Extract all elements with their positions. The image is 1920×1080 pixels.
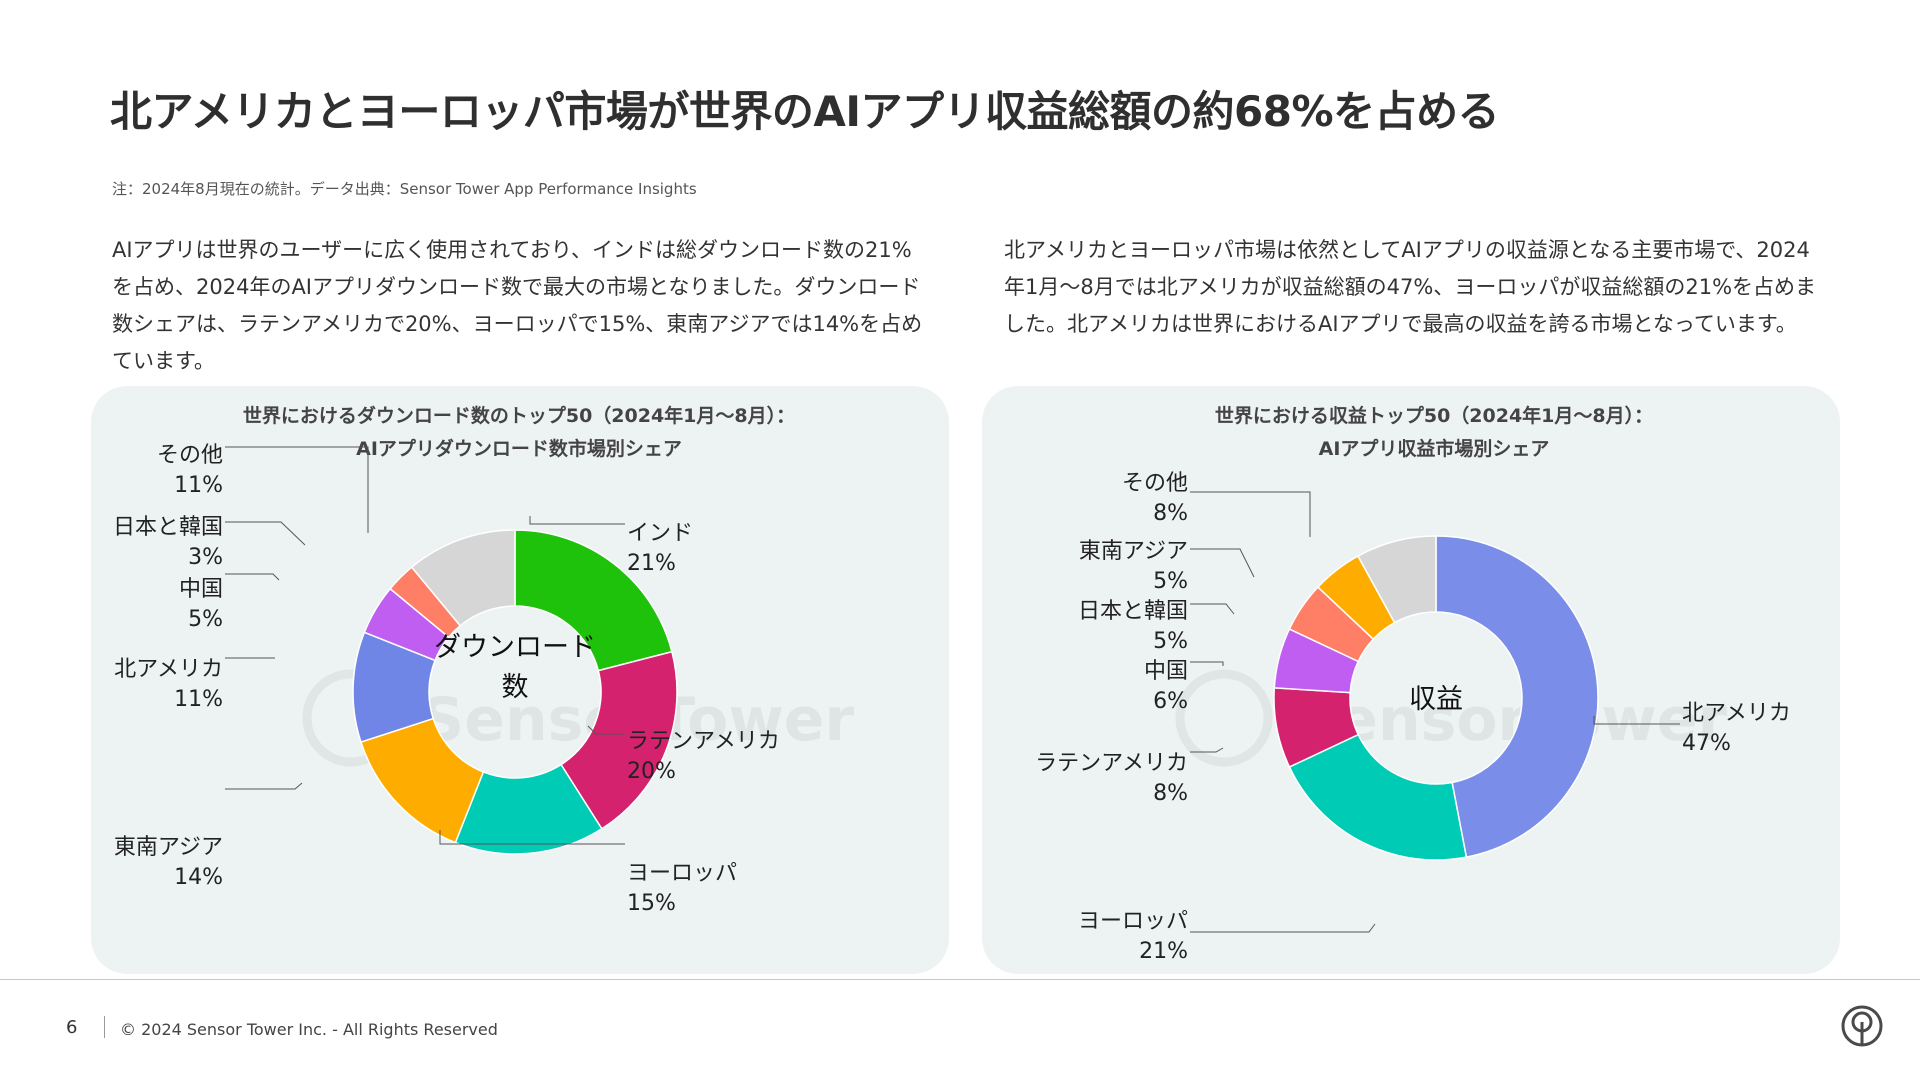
chart-title-line-1: 世界におけるダウンロード数のトップ50（2024年1月〜8月）： — [243, 404, 795, 427]
chart-title-line-2: AIアプリダウンロード数市場別シェア — [356, 437, 682, 460]
leader-line — [1593, 716, 1680, 725]
slice-label-name: ラテンアメリカ — [627, 729, 780, 754]
slice-label-name: 日本と韓国 — [113, 515, 223, 540]
slice-label-name: その他 — [1122, 471, 1188, 496]
slice-label-value: 15% — [627, 891, 676, 916]
slice-label-value: 3% — [188, 545, 223, 570]
donut-center-label: 収益 — [1409, 684, 1463, 715]
leader-line — [529, 516, 625, 525]
leader-line — [225, 521, 306, 546]
slice-label-value: 20% — [627, 759, 676, 784]
donut-slice-1 — [560, 650, 678, 830]
slice-label-name: 中国 — [1144, 659, 1188, 684]
slice-label-value: 11% — [174, 687, 223, 712]
slice-label-name: 中国 — [179, 577, 223, 602]
downloads-chart-panel: SensorTower 世界におけるダウンロード数のトップ50（2024年1月〜… — [91, 386, 949, 974]
slice-label-name: 日本と韓国 — [1078, 599, 1188, 624]
leader-line — [225, 446, 369, 533]
revenue-description: 北アメリカとヨーロッパ市場は依然としてAIアプリの収益源となる主要市場で、202… — [1004, 238, 1817, 336]
leader-line — [225, 782, 303, 790]
donut-slice-6 — [1356, 535, 1437, 624]
slice-label-value: 5% — [1153, 629, 1188, 654]
donut-slice-0 — [1435, 535, 1599, 859]
leader-line — [225, 573, 280, 581]
slice-label-name: 東南アジア — [114, 835, 223, 860]
leader-line — [1190, 747, 1224, 753]
downloads-donut-chart: SensorTower 世界におけるダウンロード数のトップ50（2024年1月〜… — [113, 404, 854, 916]
donut-slice-7 — [410, 529, 516, 627]
leader-line — [1190, 548, 1255, 578]
slice-label-name: その他 — [157, 443, 223, 468]
leader-line — [1190, 923, 1376, 933]
slice-label-name: 北アメリカ — [1682, 701, 1791, 726]
copyright: © 2024 Sensor Tower Inc. - All Rights Re… — [120, 1020, 498, 1039]
chart-title-line-2: AIアプリ収益市場別シェア — [1319, 437, 1550, 460]
watermark-logo-icon — [1175, 669, 1273, 767]
slice-label-name: ラテンアメリカ — [1035, 751, 1188, 776]
slice-label-value: 47% — [1682, 731, 1731, 756]
downloads-description: AIアプリは世界のユーザーに広く使用されており、インドは総ダウンロード数の21%… — [112, 238, 923, 373]
slice-label-name: ヨーロッパ — [627, 861, 737, 886]
leader-line — [439, 830, 625, 845]
leader-line — [1190, 661, 1224, 666]
slice-label-value: 21% — [1139, 939, 1188, 964]
slice-label-name: ヨーロッパ — [1078, 909, 1188, 934]
slice-label-value: 8% — [1153, 501, 1188, 526]
donut-center-label: ダウンロード — [434, 632, 596, 663]
slice-label-name: 北アメリカ — [114, 657, 223, 682]
revenue-chart-panel: SensorTower 世界における収益トップ50（2024年1月〜8月）： AI… — [982, 386, 1840, 974]
slice-label-value: 21% — [627, 551, 676, 576]
donut-center-label: 数 — [502, 672, 529, 703]
footer-separator — [104, 1016, 105, 1038]
page-number: 6 — [66, 1017, 78, 1038]
revenue-donut-chart: SensorTower 世界における収益トップ50（2024年1月〜8月）：AI… — [1035, 404, 1791, 964]
slice-label-name: 東南アジア — [1079, 539, 1188, 564]
chart-title-line-1: 世界における収益トップ50（2024年1月〜8月）： — [1215, 404, 1653, 427]
donut-slice-1 — [1288, 733, 1468, 861]
slice-label-value: 5% — [188, 607, 223, 632]
slice-label-value: 8% — [1153, 781, 1188, 806]
slice-label-value: 14% — [174, 865, 223, 890]
data-source-note: 注：2024年8月現在の統計。データ出典：Sensor Tower App Pe… — [112, 180, 697, 198]
donut-slice-0 — [514, 529, 673, 672]
sensor-tower-logo-icon — [1841, 1005, 1883, 1047]
leader-line — [1190, 603, 1235, 615]
leader-line — [1190, 491, 1311, 537]
page-title: 北アメリカとヨーロッパ市場が世界のAIアプリ収益総額の約68%を占める — [110, 87, 1500, 136]
slice-label-name: インド — [627, 521, 693, 546]
leader-line — [587, 725, 625, 735]
slice-label-value: 5% — [1153, 569, 1188, 594]
footer-divider — [0, 979, 1920, 980]
slice-label-value: 11% — [174, 473, 223, 498]
slice-label-value: 6% — [1153, 689, 1188, 714]
